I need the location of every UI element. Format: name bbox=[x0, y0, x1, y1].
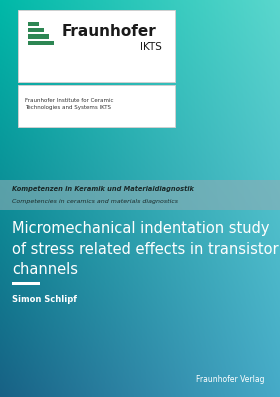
Text: IKTS: IKTS bbox=[140, 42, 162, 52]
Text: Kompetenzen in Keramik und Materialdiagnostik: Kompetenzen in Keramik und Materialdiagn… bbox=[12, 186, 194, 192]
Bar bbox=[28, 40, 54, 45]
Bar bbox=[28, 21, 39, 26]
Bar bbox=[28, 28, 44, 33]
Bar bbox=[28, 34, 49, 39]
Text: Fraunhofer: Fraunhofer bbox=[62, 25, 157, 39]
Bar bbox=[12, 281, 40, 285]
Bar bbox=[0, 180, 280, 210]
Bar bbox=[18, 10, 175, 82]
Text: of stress related effects in transistor: of stress related effects in transistor bbox=[12, 241, 279, 256]
Text: Competencies in ceramics and materials diagnostics: Competencies in ceramics and materials d… bbox=[12, 200, 178, 204]
Text: Micromechanical indentation study: Micromechanical indentation study bbox=[12, 222, 269, 237]
Text: Fraunhofer Institute for Ceramic
Technologies and Systems IKTS: Fraunhofer Institute for Ceramic Technol… bbox=[25, 98, 113, 110]
Text: Simon Schlipf: Simon Schlipf bbox=[12, 295, 77, 304]
Text: Fraunhofer Verlag: Fraunhofer Verlag bbox=[197, 374, 265, 384]
Bar bbox=[18, 85, 175, 127]
Text: channels: channels bbox=[12, 262, 78, 276]
